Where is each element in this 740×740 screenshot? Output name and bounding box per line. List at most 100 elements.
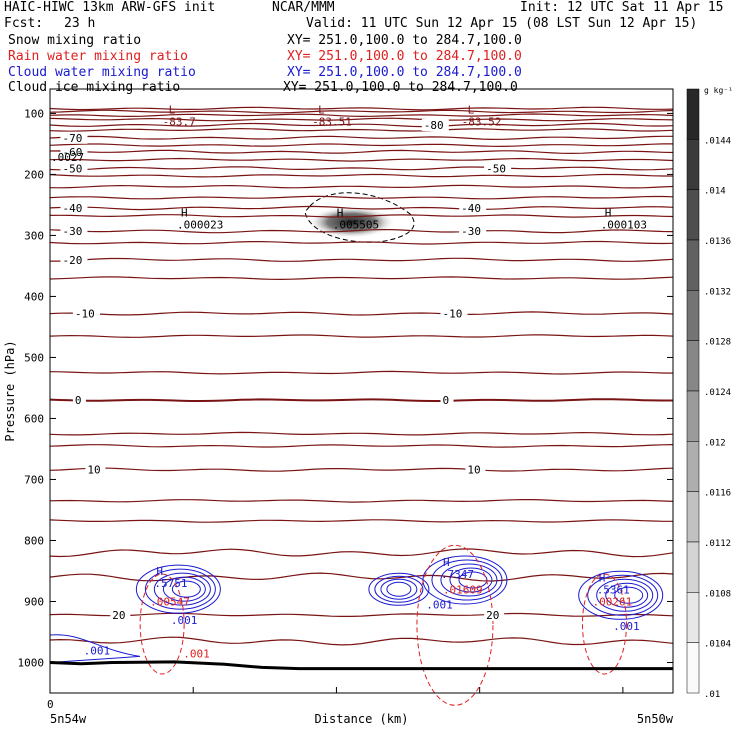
isotherm-label-bg [72, 307, 100, 320]
isotherm-line [49, 572, 674, 582]
isotherm-label: -40 [461, 202, 481, 215]
isotherm-label-bg [484, 162, 512, 175]
isotherm-label: -20 [62, 254, 82, 267]
isotherm-label: -10 [442, 308, 462, 321]
isotherm-label-bg [459, 225, 487, 238]
isotherm--50 [49, 166, 674, 171]
isotherm-label-bg [60, 145, 88, 158]
isotherm--20 [50, 257, 674, 262]
colorbar-segment [686, 541, 700, 593]
ice-high-marker: H [605, 206, 612, 219]
isotherm-line [49, 214, 674, 218]
isotherm-label-bg [110, 608, 131, 621]
x-left-label: 5n54w [50, 712, 87, 726]
cloud-water-contour [171, 580, 201, 598]
contour-level-label: .001 [426, 599, 453, 612]
isotherm-label: -50 [486, 162, 506, 175]
y-tick-label: 1000 [18, 656, 45, 669]
cloud-water-contour [614, 586, 644, 604]
cloud-water-contour [587, 574, 659, 616]
isotherm-label: 0 [75, 394, 82, 407]
colorbar-segment [686, 390, 700, 442]
y-tick-label: 600 [24, 412, 44, 425]
cloud-high-value: .5751 [154, 577, 187, 590]
colorbar-segment [686, 88, 700, 140]
isotherm--70 [49, 135, 673, 141]
low-value: -83.52 [462, 115, 502, 128]
isotherm-line [49, 276, 674, 281]
terrain-line [49, 660, 673, 671]
isotherm-line [49, 499, 674, 503]
isotherm-label: -30 [461, 225, 481, 238]
low-marker: L [318, 103, 325, 116]
y-tick-label: 100 [24, 107, 44, 120]
colorbar-label: .0104 [704, 640, 731, 650]
ice-high-marker: H [337, 206, 344, 219]
ice-high-value: .000103 [601, 218, 647, 231]
cloud-high-marker: H [599, 571, 606, 584]
cloud-water-contour [605, 582, 649, 608]
isotherm-label-bg [484, 608, 505, 621]
isotherm-line [49, 106, 674, 111]
isotherm-label: -10 [75, 308, 95, 321]
colorbar-label: .0136 [704, 237, 731, 247]
cloud-water-contour [431, 559, 503, 601]
ice-high-value: .005505 [333, 218, 379, 231]
cloud-water-contour [386, 581, 412, 597]
colorbar-unit: g kg⁻¹ [704, 86, 733, 95]
ice-contour [304, 192, 415, 243]
y-axis-label: Pressure (hPa) [3, 340, 17, 441]
isotherm-label-bg [60, 253, 88, 266]
isotherm-label: 10 [87, 464, 100, 477]
colorbar-label: .0132 [704, 287, 731, 297]
cloud-high-marker: H [156, 565, 163, 578]
isotherm-0 [49, 398, 673, 402]
rain-value: .00261 [592, 595, 632, 608]
colorbar-segment [686, 239, 700, 291]
isotherm-line [49, 334, 674, 338]
isotherm--10 [49, 311, 674, 316]
isotherm-line [49, 636, 674, 646]
cloud-water-contour [449, 567, 493, 593]
isotherm-line [49, 117, 674, 122]
cloud-water-contour [596, 578, 654, 612]
isotherm-label-bg [459, 201, 487, 214]
colorbar-label: .0124 [704, 388, 731, 398]
annotations: -80 -70-60 -50 -50 -40 -40 -30 -30 -20 -10 -10 0 0 10… [51, 103, 647, 660]
cloud-water-contour [153, 572, 211, 606]
colorbar-label: .0108 [704, 589, 731, 599]
isotherm-label-bg [421, 118, 449, 131]
colorbar-label: .0144 [704, 136, 731, 146]
x-right-label: 5n50w [637, 712, 674, 726]
valid-time: Valid: 11 UTC Sun 12 Apr 15 (08 LST Sun … [306, 16, 698, 31]
cloud-high-marker: H [443, 556, 450, 569]
y-tick-label: 500 [24, 351, 44, 364]
plot-frame [49, 88, 674, 694]
isotherm-line [49, 143, 673, 148]
plot-area [49, 106, 674, 706]
axes: 1002003004005006007008009001000Pressure … [3, 88, 674, 726]
cloud-water-contour [368, 572, 430, 606]
field-xy-rain: XY= 251.0,100.0 to 284.7,100.0 [287, 49, 522, 64]
isotherm-label-bg [72, 394, 86, 407]
isotherm-label-bg [60, 131, 88, 144]
colorbar-label: .012 [704, 438, 726, 448]
y-tick-label: 300 [24, 229, 44, 242]
colorbar-segment [686, 441, 700, 492]
isotherm-label-bg [60, 201, 88, 214]
y-tick-label: 200 [24, 168, 44, 181]
field-xy-cloud: XY= 251.0,100.0 to 284.7,100.0 [287, 65, 522, 80]
isotherm-label: 20 [112, 609, 125, 622]
isotherm--80 [49, 122, 674, 128]
isotherm-label-bg [60, 225, 88, 238]
cloud-high-value: .5361 [597, 583, 630, 596]
left-edge-value: .0027 [51, 151, 84, 164]
y-tick-label: 400 [24, 290, 44, 303]
isotherm-line [49, 548, 674, 558]
isotherm-20 [49, 612, 674, 617]
contour-level-label: .001 [183, 647, 210, 660]
rain-water-contour [139, 573, 185, 675]
isotherm-line [49, 370, 674, 375]
colorbar-label: .0128 [704, 338, 731, 348]
y-tick-label: 800 [24, 534, 44, 547]
